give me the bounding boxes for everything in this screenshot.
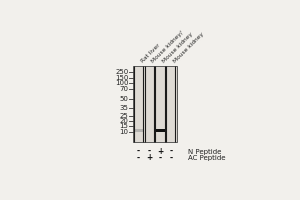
- Bar: [133, 66, 177, 142]
- Text: 70: 70: [119, 86, 128, 92]
- Text: +: +: [157, 147, 163, 156]
- Text: 50: 50: [119, 96, 128, 102]
- Text: 35: 35: [119, 105, 128, 111]
- Text: -: -: [137, 147, 140, 156]
- Text: 250: 250: [115, 69, 128, 75]
- Text: Mouse kidney: Mouse kidney: [161, 32, 194, 64]
- Text: Mouse kidney/: Mouse kidney/: [151, 30, 184, 64]
- Text: -: -: [148, 147, 151, 156]
- Text: 150: 150: [115, 75, 128, 81]
- Text: -: -: [137, 153, 140, 162]
- Text: 10: 10: [119, 129, 128, 135]
- Text: Mouse kidney: Mouse kidney: [172, 32, 205, 64]
- Text: 20: 20: [119, 118, 128, 124]
- Text: 25: 25: [120, 113, 128, 119]
- Text: +: +: [146, 153, 152, 162]
- Text: AC Peptide: AC Peptide: [188, 155, 226, 161]
- Text: -: -: [169, 147, 172, 156]
- Text: Rat liver: Rat liver: [140, 43, 161, 64]
- Text: -: -: [158, 153, 161, 162]
- Text: 15: 15: [119, 123, 128, 129]
- Bar: [134, 129, 143, 132]
- Text: -: -: [169, 153, 172, 162]
- Text: N Peptide: N Peptide: [188, 149, 222, 155]
- Text: 100: 100: [115, 80, 128, 86]
- Bar: [155, 129, 164, 132]
